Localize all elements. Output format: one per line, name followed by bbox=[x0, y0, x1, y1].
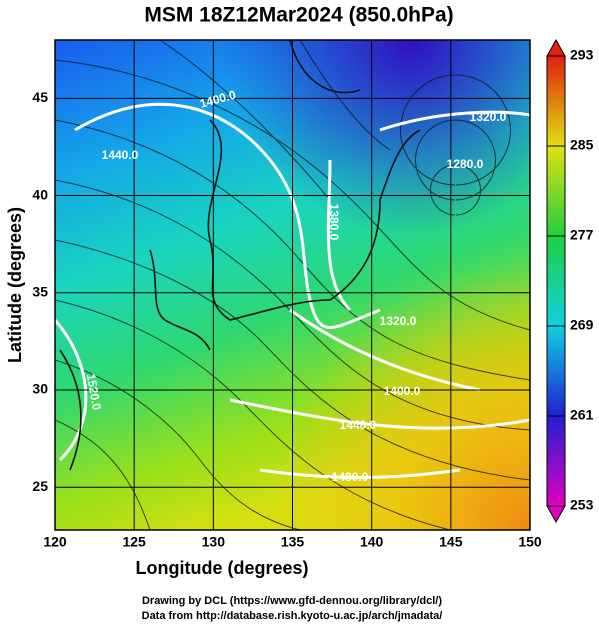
x-tick-label: 140 bbox=[360, 534, 384, 550]
plot-frame bbox=[54, 39, 531, 531]
contour-label: 1320.0 bbox=[380, 314, 417, 328]
colorbar bbox=[546, 38, 566, 524]
x-tick-label: 145 bbox=[439, 534, 463, 550]
colorbar-tick-label: 261 bbox=[570, 407, 594, 423]
credit: Drawing by DCL (https://www.gfd-dennou.o… bbox=[142, 595, 442, 607]
contour-labels: 1400.01440.01320.01280.01380.01320.01400… bbox=[84, 88, 507, 485]
y-tick-label: 35 bbox=[32, 283, 48, 299]
contour-label: 1480.0 bbox=[332, 470, 369, 484]
contour-label: 1440.0 bbox=[102, 148, 139, 162]
contour-label: 1380.0 bbox=[327, 204, 341, 241]
x-axis-label: Longitude (degrees) bbox=[135, 558, 308, 578]
colorbar-tick-label: 269 bbox=[570, 317, 594, 333]
y-axis-label: Latitude (degrees) bbox=[5, 207, 25, 363]
y-tick-label: 25 bbox=[32, 478, 48, 494]
contour-label: 1320.0 bbox=[470, 110, 507, 124]
colorbar-tick-label: 285 bbox=[570, 137, 594, 153]
contour-label: 1400.0 bbox=[384, 384, 421, 398]
x-tick-label: 135 bbox=[281, 534, 305, 550]
credit: Data from http://database.rish.kyoto-u.a… bbox=[142, 610, 443, 622]
contour-label: 1440.0 bbox=[340, 418, 377, 432]
colorbar-tick-label: 253 bbox=[570, 497, 594, 513]
x-tick-label: 125 bbox=[122, 534, 146, 550]
contour-label: 1280.0 bbox=[447, 157, 484, 171]
x-tick-label: 120 bbox=[43, 534, 67, 550]
colorbar-tick-label: 293 bbox=[570, 47, 594, 63]
y-tick-label: 30 bbox=[32, 381, 48, 397]
x-tick-label: 150 bbox=[518, 534, 542, 550]
contour-label: 1520.0 bbox=[84, 373, 104, 412]
y-tick-label: 45 bbox=[32, 89, 48, 105]
y-tick-label: 40 bbox=[32, 186, 48, 202]
colorbar-tick-label: 277 bbox=[570, 227, 594, 243]
title: MSM 18Z12Mar2024 (850.0hPa) bbox=[144, 4, 453, 27]
x-tick-label: 130 bbox=[202, 534, 226, 550]
